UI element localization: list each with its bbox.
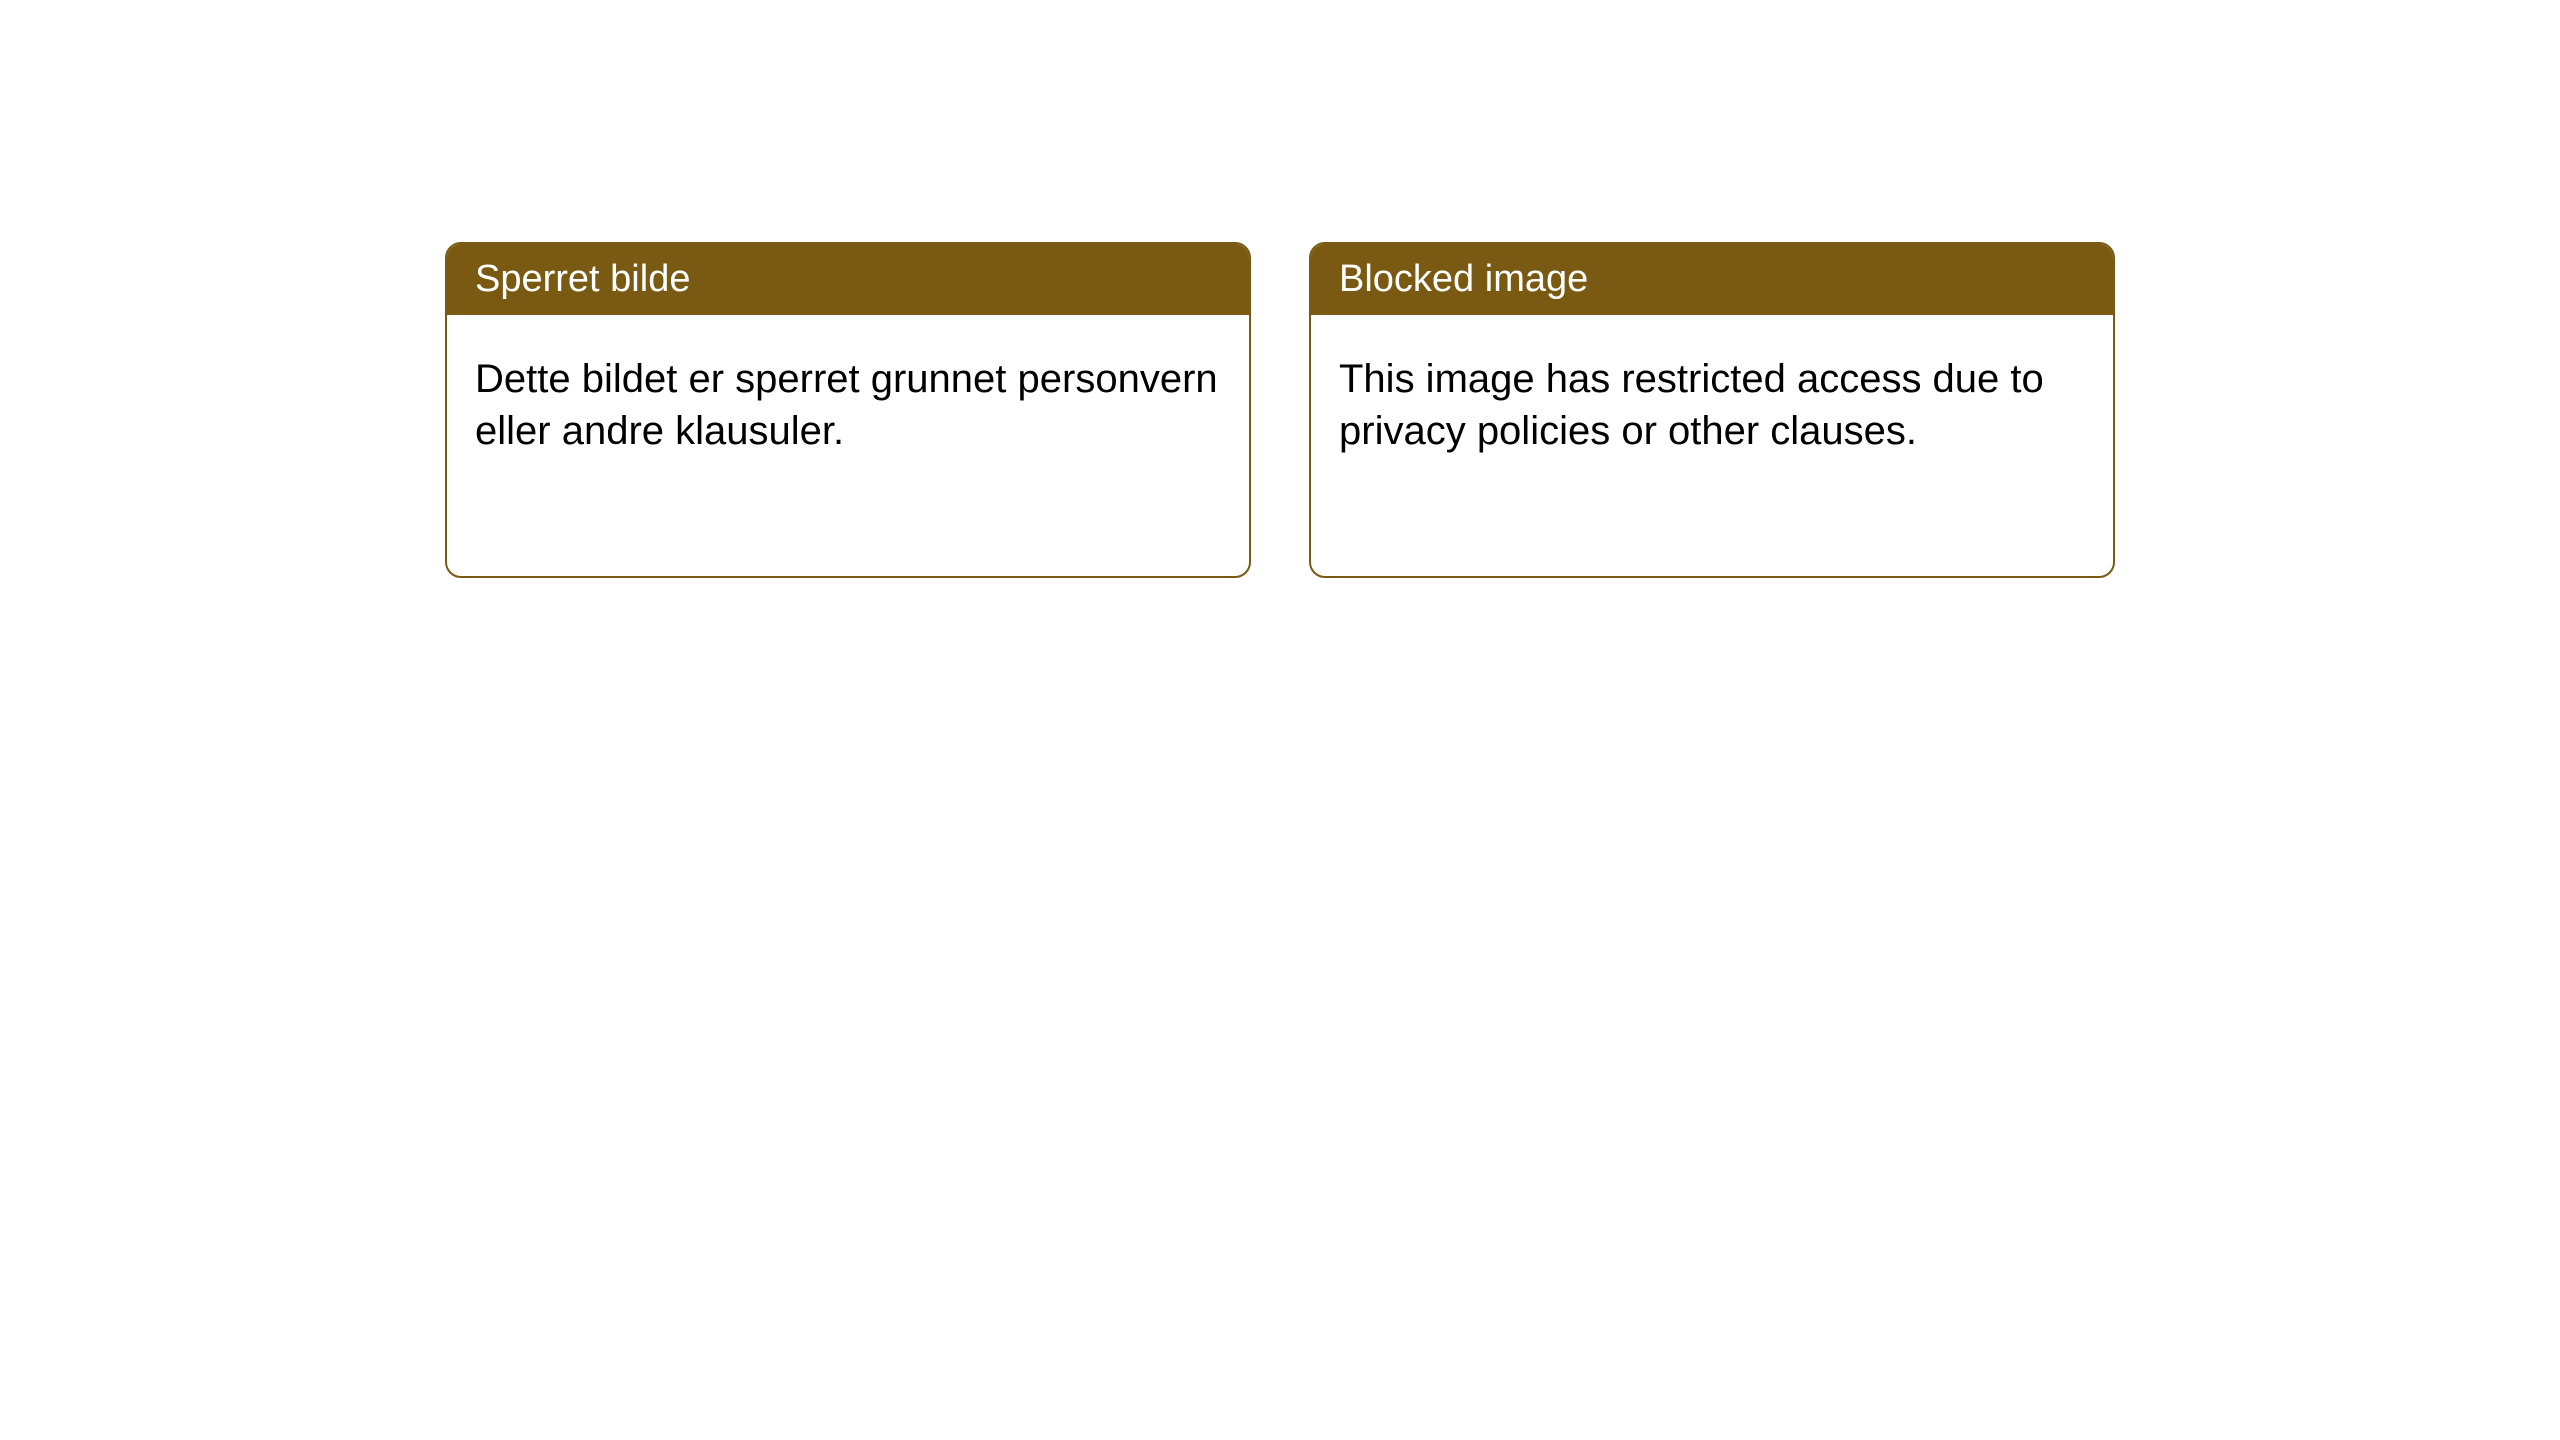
notice-title: Blocked image xyxy=(1339,258,1588,300)
notice-container: Sperret bilde Dette bildet er sperret gr… xyxy=(445,242,2115,578)
notice-title: Sperret bilde xyxy=(475,258,690,300)
notice-card-norwegian: Sperret bilde Dette bildet er sperret gr… xyxy=(445,242,1251,578)
notice-card-body: Dette bildet er sperret grunnet personve… xyxy=(447,315,1249,495)
notice-card-body: This image has restricted access due to … xyxy=(1311,315,2113,495)
notice-card-header: Blocked image xyxy=(1311,244,2113,315)
notice-card-header: Sperret bilde xyxy=(447,244,1249,315)
notice-card-english: Blocked image This image has restricted … xyxy=(1309,242,2115,578)
notice-message: This image has restricted access due to … xyxy=(1339,357,2044,453)
notice-message: Dette bildet er sperret grunnet personve… xyxy=(475,357,1218,453)
